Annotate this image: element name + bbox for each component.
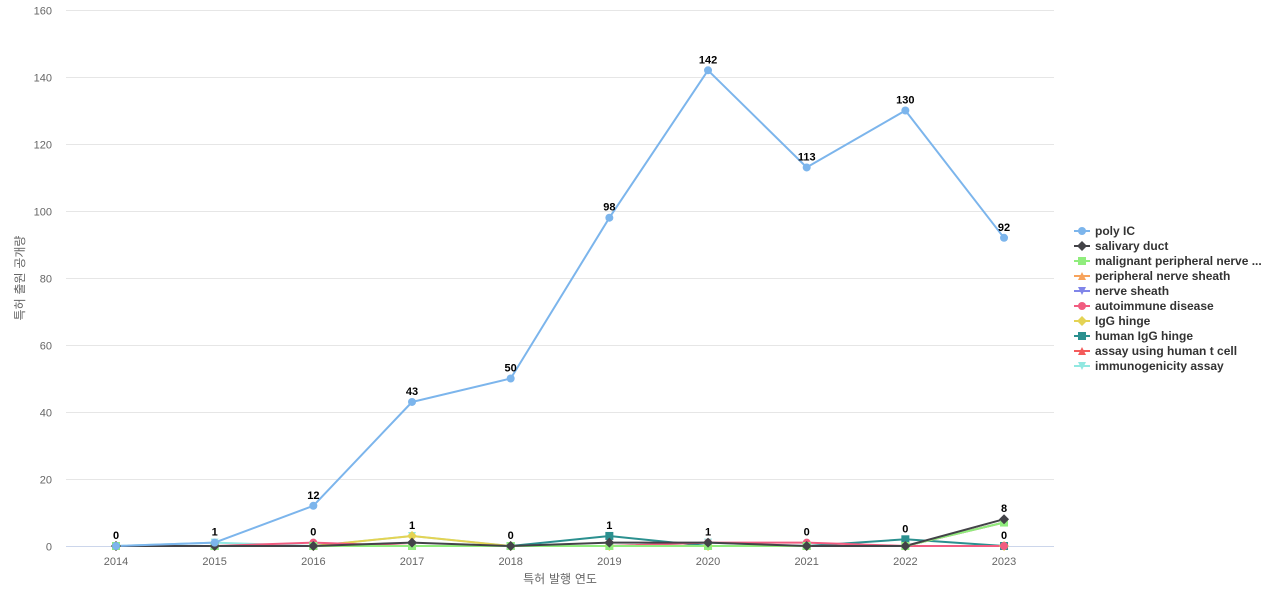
data-label: 0 bbox=[310, 527, 316, 539]
x-tick-label: 2020 bbox=[696, 556, 720, 568]
series-marker bbox=[506, 374, 515, 383]
legend-item-label: poly IC bbox=[1095, 224, 1135, 238]
x-tick-label: 2023 bbox=[992, 556, 1016, 568]
legend-marker bbox=[1078, 362, 1086, 370]
legend-marker bbox=[1077, 241, 1087, 251]
legend-marker bbox=[1078, 257, 1086, 265]
series-marker bbox=[704, 66, 713, 75]
legend-item-label: immunogenicity assay bbox=[1095, 359, 1224, 373]
x-axis-ticks: 2014 2015 2016 2017 2018 2019 2020 2021 2022 2023 bbox=[104, 556, 1017, 568]
series-markers bbox=[111, 66, 1010, 551]
x-tick-label: 2022 bbox=[893, 556, 917, 568]
series-marker bbox=[210, 538, 219, 547]
legend-item-label: malignant peripheral nerve ... bbox=[1095, 254, 1262, 268]
series-marker bbox=[407, 537, 418, 548]
data-label: 12 bbox=[307, 490, 319, 502]
series-lines bbox=[115, 69, 1005, 547]
y-tick-label: 20 bbox=[40, 475, 52, 487]
data-label: 113 bbox=[798, 151, 816, 163]
series-marker bbox=[901, 106, 910, 115]
x-axis-title: 특허 발행 연도 bbox=[523, 571, 597, 586]
data-label: 0 bbox=[902, 523, 908, 535]
x-tick-label: 2019 bbox=[597, 556, 621, 568]
data-label: 1 bbox=[212, 527, 218, 539]
legend-marker bbox=[1078, 332, 1086, 340]
legend-marker bbox=[1078, 227, 1086, 235]
legend-item-label: autoimmune disease bbox=[1095, 299, 1214, 313]
data-label: 0 bbox=[508, 530, 514, 542]
series-marker bbox=[999, 514, 1010, 525]
data-label: 1 bbox=[606, 520, 612, 532]
series-marker bbox=[309, 501, 318, 510]
legend-item-label: peripheral nerve sheath bbox=[1095, 269, 1230, 283]
data-labels: 12 43 50 98 142 113 130 92 0 1 0 1 0 1 1 0 0 8 0 bbox=[113, 54, 1010, 542]
x-tick-label: 2017 bbox=[400, 556, 424, 568]
data-label: 0 bbox=[113, 530, 119, 542]
data-label: 0 bbox=[1001, 530, 1007, 542]
y-tick-label: 0 bbox=[46, 542, 52, 554]
data-label: 1 bbox=[705, 527, 711, 539]
x-tick-label: 2021 bbox=[794, 556, 818, 568]
series-marker bbox=[112, 542, 120, 550]
legend-item-label: human IgG hinge bbox=[1095, 329, 1193, 343]
grid-lines bbox=[66, 10, 1054, 480]
series-marker bbox=[900, 541, 911, 551]
x-tick-label: 2018 bbox=[498, 556, 522, 568]
y-tick-label: 140 bbox=[34, 73, 52, 85]
y-tick-label: 60 bbox=[40, 341, 52, 353]
legend-marker bbox=[1078, 272, 1086, 280]
series-marker bbox=[1000, 233, 1009, 242]
y-axis-title: 특허 출원 공개량 bbox=[13, 236, 27, 321]
legend-marker bbox=[1078, 347, 1086, 355]
series-marker bbox=[703, 537, 714, 548]
series-line bbox=[115, 69, 1005, 547]
y-tick-label: 40 bbox=[40, 408, 52, 420]
y-tick-label: 100 bbox=[34, 207, 52, 219]
data-label: 130 bbox=[896, 95, 914, 107]
series-line bbox=[116, 518, 1005, 547]
series-marker bbox=[407, 530, 418, 541]
series-marker bbox=[605, 213, 614, 222]
series-marker bbox=[505, 541, 516, 551]
data-label: 43 bbox=[406, 386, 418, 398]
x-tick-label: 2015 bbox=[202, 556, 226, 568]
legend-marker bbox=[1077, 316, 1087, 326]
series-marker bbox=[801, 541, 812, 551]
x-tick-label: 2014 bbox=[104, 556, 128, 568]
data-label: 98 bbox=[603, 202, 615, 214]
series-marker bbox=[308, 541, 319, 551]
series-marker bbox=[802, 163, 811, 172]
series-marker bbox=[605, 531, 614, 540]
y-axis-ticks: 0 20 40 60 80 100 120 140 160 bbox=[34, 6, 52, 554]
y-tick-label: 80 bbox=[40, 274, 52, 286]
y-tick-label: 120 bbox=[34, 140, 52, 152]
legend-marker bbox=[1078, 287, 1086, 295]
legend-item-label: IgG hinge bbox=[1095, 314, 1151, 328]
y-tick-label: 160 bbox=[34, 6, 52, 18]
data-label: 0 bbox=[804, 527, 810, 539]
series-marker bbox=[901, 535, 910, 544]
series-marker bbox=[408, 397, 417, 406]
data-label: 50 bbox=[505, 363, 517, 375]
x-tick-label: 2016 bbox=[301, 556, 325, 568]
legend-item-label: assay using human t cell bbox=[1095, 344, 1237, 358]
data-label: 142 bbox=[699, 54, 717, 66]
data-label: 8 bbox=[1001, 503, 1007, 515]
legend-item-label: nerve sheath bbox=[1095, 284, 1169, 298]
data-label: 1 bbox=[409, 520, 415, 532]
data-label: 92 bbox=[998, 222, 1010, 234]
legend-item-label: salivary duct bbox=[1095, 239, 1168, 253]
series-marker bbox=[604, 537, 615, 548]
series-marker bbox=[1000, 542, 1009, 550]
legend-marker bbox=[1078, 302, 1086, 310]
